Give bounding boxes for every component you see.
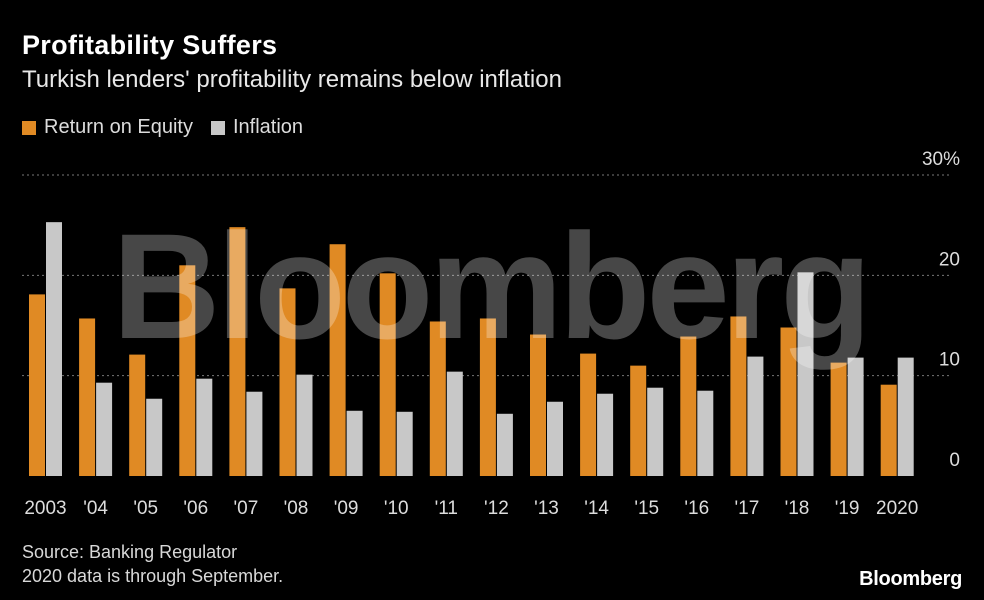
- inflation-bar-16: [847, 357, 864, 476]
- roe-bar-12: [630, 365, 647, 476]
- legend-label-roe: Return on Equity: [44, 116, 193, 138]
- xtick-label-1: '04: [83, 498, 108, 519]
- xtick-label-3: '06: [183, 498, 208, 519]
- chart-subtitle: Turkish lenders' profitability remains b…: [22, 66, 562, 93]
- xtick-layer: 2003 '04 '05 '06 '07 '08 '09 '10 '11 '12 '13 '14 '15…: [24, 498, 918, 519]
- inflation-bar-17: [897, 357, 914, 476]
- data-note: 2020 data is through September.: [22, 566, 284, 586]
- roe-bar-13: [680, 336, 697, 476]
- legend-swatch-inflation: [210, 120, 225, 135]
- xtick-label-5: '08: [284, 498, 309, 519]
- xtick-label-13: '16: [684, 498, 709, 519]
- chart-title: Profitability Suffers: [22, 30, 278, 60]
- roe-bar-5: [279, 288, 296, 476]
- inflation-bar-9: [496, 413, 513, 476]
- xtick-label-17: 2020: [876, 498, 918, 519]
- ytick-layer: 0 10 20 30%: [922, 149, 960, 471]
- roe-bar-8: [429, 321, 446, 476]
- roe-bar-7: [379, 273, 396, 476]
- roe-bar-3: [179, 265, 196, 476]
- xtick-label-7: '10: [384, 498, 409, 519]
- ytick-label-0: 0: [949, 450, 960, 471]
- xtick-label-15: '18: [785, 498, 810, 519]
- xtick-label-16: '19: [835, 498, 860, 519]
- bloomberg-watermark: Bloomberg: [112, 202, 868, 370]
- inflation-bar-15: [797, 272, 814, 476]
- xtick-label-14: '17: [735, 498, 760, 519]
- legend-item-inflation: Inflation: [210, 116, 304, 139]
- xtick-label-6: '09: [334, 498, 359, 519]
- xtick-label-4: '07: [234, 498, 259, 519]
- roe-bar-11: [580, 353, 597, 476]
- inflation-bar-1: [96, 382, 113, 476]
- legend-swatch-roe: [22, 120, 36, 135]
- roe-bar-1: [79, 318, 96, 476]
- roe-bar-16: [830, 362, 847, 476]
- ytick-label-2: 20: [939, 249, 960, 270]
- inflation-bar-7: [396, 411, 413, 476]
- roe-bar-10: [530, 334, 546, 476]
- inflation-bar-14: [747, 356, 764, 476]
- inflation-bar-5: [296, 374, 313, 476]
- xtick-label-10: '13: [534, 498, 559, 519]
- inflation-bar-11: [597, 393, 614, 476]
- xtick-label-9: '12: [484, 498, 509, 519]
- footnote: Source: Banking Regulator 2020 data is t…: [22, 540, 283, 588]
- inflation-bar-0: [46, 222, 62, 476]
- bloomberg-logo: Bloomberg: [859, 568, 962, 590]
- ytick-label-1: 10: [939, 350, 960, 371]
- inflation-bar-3: [196, 378, 213, 476]
- legend-item-roe: Return on Equity: [22, 116, 193, 139]
- inflation-bar-10: [547, 401, 563, 476]
- roe-bar-2: [129, 354, 146, 476]
- inflation-bar-8: [446, 371, 463, 476]
- inflation-bar-4: [246, 391, 263, 476]
- inflation-bar-13: [697, 390, 714, 476]
- xtick-label-11: '14: [584, 498, 609, 519]
- source-note: Source: Banking Regulator: [22, 542, 238, 562]
- xtick-label-2: '05: [133, 498, 158, 519]
- roe-bar-0: [29, 294, 45, 476]
- roe-bar-6: [329, 244, 346, 476]
- roe-bar-15: [780, 327, 797, 476]
- roe-bar-17: [880, 384, 897, 476]
- roe-bar-4: [229, 227, 246, 476]
- xtick-label-12: '15: [634, 498, 659, 519]
- inflation-bar-12: [647, 387, 664, 476]
- legend-label-inflation: Inflation: [232, 116, 304, 138]
- roe-bar-9: [479, 318, 496, 476]
- inflation-bar-2: [146, 398, 163, 476]
- inflation-bar-6: [346, 410, 363, 476]
- xtick-label-0: 2003: [24, 498, 66, 519]
- xtick-label-8: '11: [435, 498, 458, 519]
- bar-layer: [29, 222, 914, 476]
- legend: Return on Equity Inflation: [22, 116, 321, 139]
- roe-bar-14: [730, 316, 747, 476]
- ytick-label-3: 30%: [922, 149, 960, 170]
